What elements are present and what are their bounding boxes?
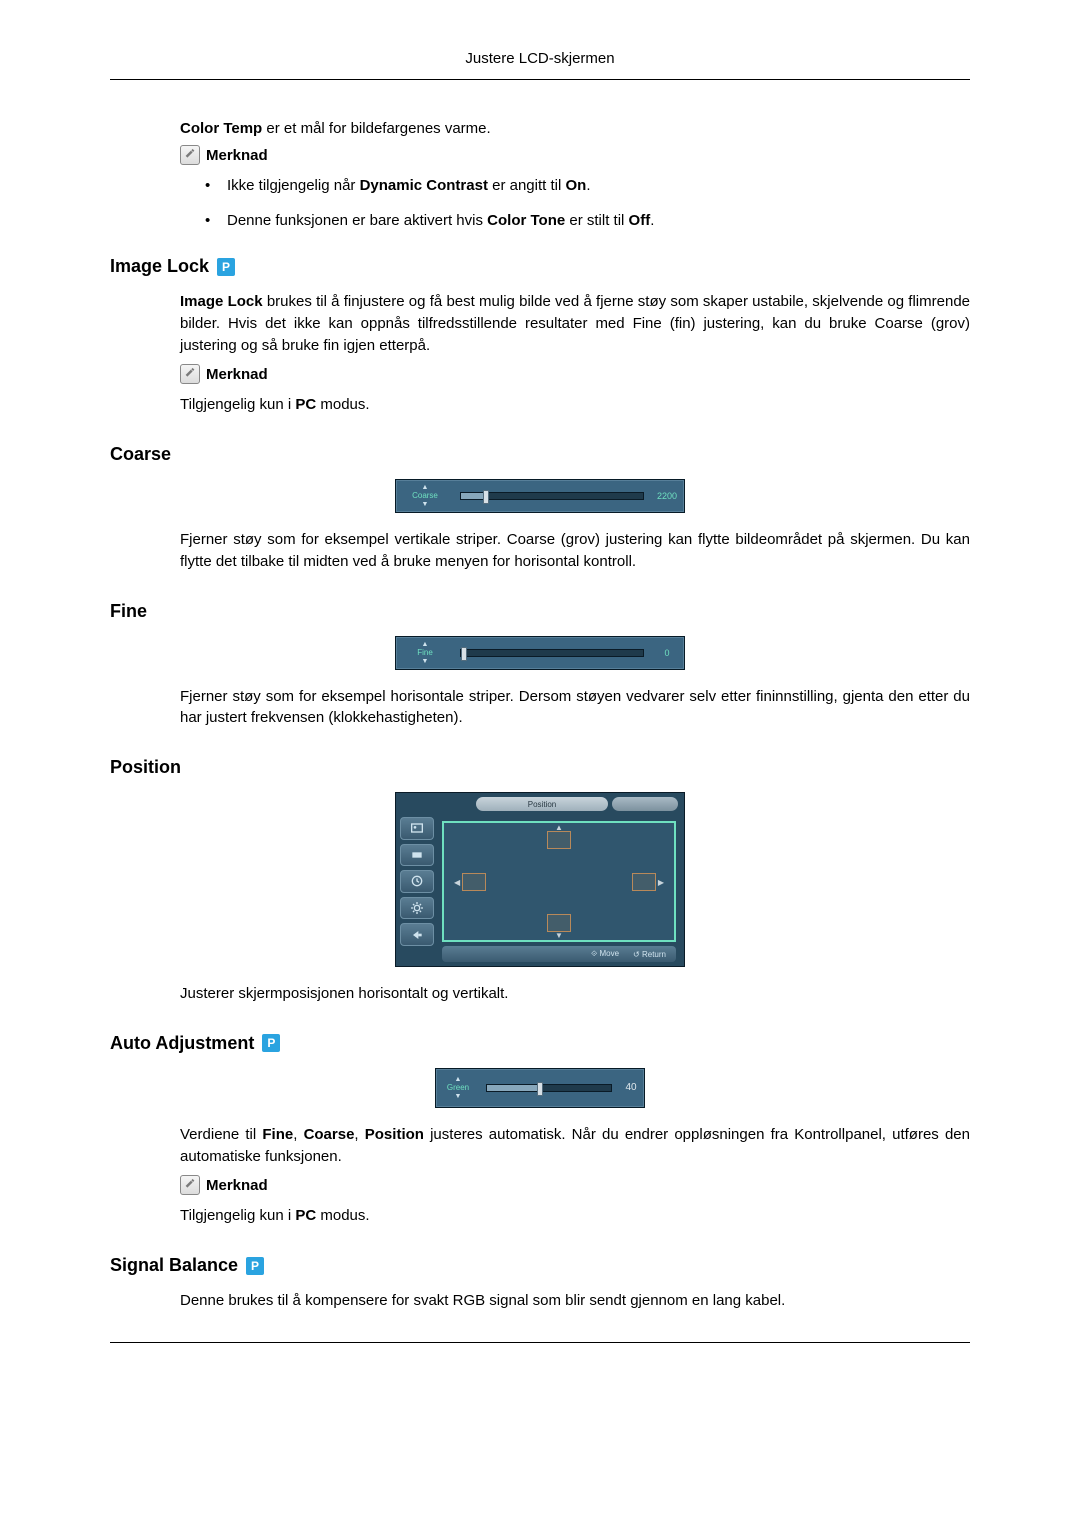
fine-osd-bar: ▲ Fine ▼ 0 — [395, 636, 685, 670]
osd-thumb — [461, 647, 467, 661]
color-temp-term: Color Temp — [180, 120, 262, 137]
pc-badge: P — [262, 1034, 280, 1052]
pc-badge: P — [217, 258, 235, 276]
coarse-heading: Coarse — [110, 444, 171, 465]
page-title: Justere LCD-skjermen — [465, 50, 614, 67]
position-heading-row: Position — [110, 757, 970, 778]
auto-adj-para: Verdiene til Fine, Coarse, Position just… — [180, 1124, 970, 1168]
signal-balance-heading: Signal Balance — [110, 1255, 238, 1276]
osd-track-wrap — [480, 1069, 618, 1107]
osd-label-col: ▲ Green ▼ — [436, 1069, 480, 1107]
color-temp-bullets: Ikke tilgjengelig når Dynamic Contrast e… — [205, 175, 970, 231]
fine-heading-row: Fine — [110, 601, 970, 622]
osd-track — [460, 649, 644, 657]
color-temp-intro: Color Temp er et mål for bildefargenes v… — [180, 120, 970, 137]
osd-fill — [461, 493, 483, 499]
osd-thumb — [483, 490, 489, 504]
color-temp-note-row: Merknad — [180, 145, 970, 165]
osd-footer-move: ⟐ Move — [591, 949, 619, 959]
position-osd: Position ▲ ◀ ▶ ▼ ⟐ Move ↺ Return — [395, 792, 685, 967]
fine-para: Fjerner støy som for eksempel horisontal… — [180, 686, 970, 730]
osd-thumb — [537, 1082, 543, 1096]
triangle-down-icon: ▼ — [422, 501, 429, 508]
triangle-up-icon: ▲ — [455, 1076, 462, 1083]
note-icon — [180, 364, 200, 384]
osd-track-wrap — [454, 480, 650, 512]
position-heading: Position — [110, 757, 181, 778]
auto-adj-heading: Auto Adjustment — [110, 1033, 254, 1054]
pc-badge: P — [246, 1257, 264, 1275]
page-header: Justere LCD-skjermen — [110, 50, 970, 80]
triangle-up-icon: ▲ — [422, 641, 429, 648]
osd-track — [486, 1084, 612, 1092]
sidebar-icon-clock — [400, 870, 434, 893]
note-label: Merknad — [206, 366, 268, 383]
osd-value: 2200 — [650, 480, 684, 512]
osd-value: 40 — [618, 1069, 644, 1107]
osd-tab-active: Position — [476, 797, 608, 811]
osd-label-col: ▲ Fine ▼ — [396, 637, 454, 669]
osd-tabs: Position — [476, 797, 678, 813]
osd-main-area: ▲ ◀ ▶ ▼ — [442, 821, 676, 942]
sidebar-icon-return — [400, 923, 434, 946]
osd-track — [460, 492, 644, 500]
osd-track-wrap — [454, 637, 650, 669]
osd-label: Fine — [417, 649, 433, 657]
auto-adj-note-text: Tilgjengelig kun i PC modus. — [180, 1205, 970, 1227]
note-icon — [180, 145, 200, 165]
triangle-down-icon: ▼ — [455, 1093, 462, 1100]
position-para: Justerer skjermposisjonen horisontalt og… — [180, 983, 970, 1005]
pos-icon-up: ▲ — [547, 831, 571, 849]
osd-tab — [612, 797, 678, 811]
note-icon — [180, 1175, 200, 1195]
image-lock-note-row: Merknad — [180, 364, 970, 384]
signal-balance-heading-row: Signal Balance P — [110, 1255, 970, 1276]
content: Color Temp er et mål for bildefargenes v… — [110, 120, 970, 1312]
osd-footer: ⟐ Move ↺ Return — [442, 946, 676, 962]
osd-value: 0 — [650, 637, 684, 669]
coarse-heading-row: Coarse — [110, 444, 970, 465]
auto-adj-osd-bar: ▲ Green ▼ 40 — [435, 1068, 645, 1108]
osd-fill — [487, 1085, 537, 1091]
bullet-item: Ikke tilgjengelig når Dynamic Contrast e… — [205, 175, 970, 196]
osd-sidebar — [400, 817, 434, 946]
osd-footer-return: ↺ Return — [633, 950, 666, 959]
image-lock-heading-row: Image Lock P — [110, 256, 970, 277]
sidebar-icon-input — [400, 844, 434, 867]
pos-icon-left: ◀ — [462, 873, 486, 891]
footer-rule — [110, 1342, 970, 1343]
pos-icon-down: ▼ — [547, 914, 571, 932]
triangle-up-icon: ▲ — [422, 484, 429, 491]
image-lock-heading: Image Lock — [110, 256, 209, 277]
note-label: Merknad — [206, 147, 268, 164]
note-label: Merknad — [206, 1177, 268, 1194]
coarse-osd-bar: ▲ Coarse ▼ 2200 — [395, 479, 685, 513]
image-lock-note-text: Tilgjengelig kun i PC modus. — [180, 394, 970, 416]
osd-label: Green — [447, 1084, 469, 1092]
osd-label-col: ▲ Coarse ▼ — [396, 480, 454, 512]
image-lock-para: Image Lock brukes til å finjustere og få… — [180, 291, 970, 356]
auto-adj-heading-row: Auto Adjustment P — [110, 1033, 970, 1054]
pos-icon-right: ▶ — [632, 873, 656, 891]
signal-balance-para: Denne brukes til å kompensere for svakt … — [180, 1290, 970, 1312]
sidebar-icon-picture — [400, 817, 434, 840]
bullet-item: Denne funksjonen er bare aktivert hvis C… — [205, 210, 970, 231]
auto-adj-note-row: Merknad — [180, 1175, 970, 1195]
osd-label: Coarse — [412, 492, 438, 500]
triangle-down-icon: ▼ — [422, 658, 429, 665]
sidebar-icon-gear — [400, 897, 434, 920]
fine-heading: Fine — [110, 601, 147, 622]
coarse-para: Fjerner støy som for eksempel vertikale … — [180, 529, 970, 573]
